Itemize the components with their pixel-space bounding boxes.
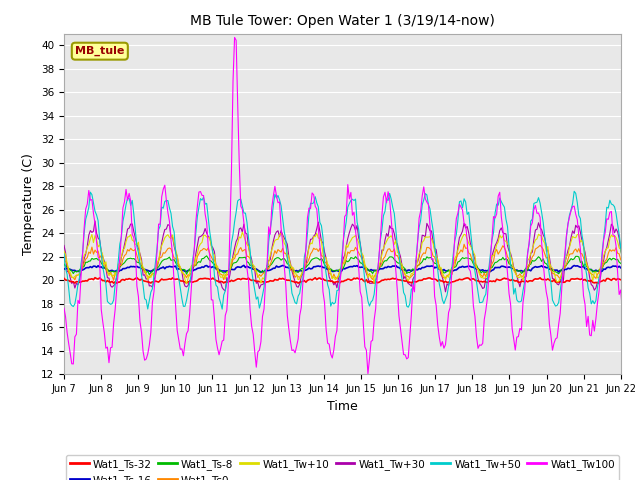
Y-axis label: Temperature (C): Temperature (C) (22, 153, 35, 255)
Text: MB_tule: MB_tule (75, 46, 125, 56)
X-axis label: Time: Time (327, 400, 358, 413)
Title: MB Tule Tower: Open Water 1 (3/19/14-now): MB Tule Tower: Open Water 1 (3/19/14-now… (190, 14, 495, 28)
Legend: Wat1_Ts-32, Wat1_Ts-16, Wat1_Ts-8, Wat1_Ts0, Wat1_Tw+10, Wat1_Tw+30, Wat1_Tw+50,: Wat1_Ts-32, Wat1_Ts-16, Wat1_Ts-8, Wat1_… (66, 455, 619, 480)
